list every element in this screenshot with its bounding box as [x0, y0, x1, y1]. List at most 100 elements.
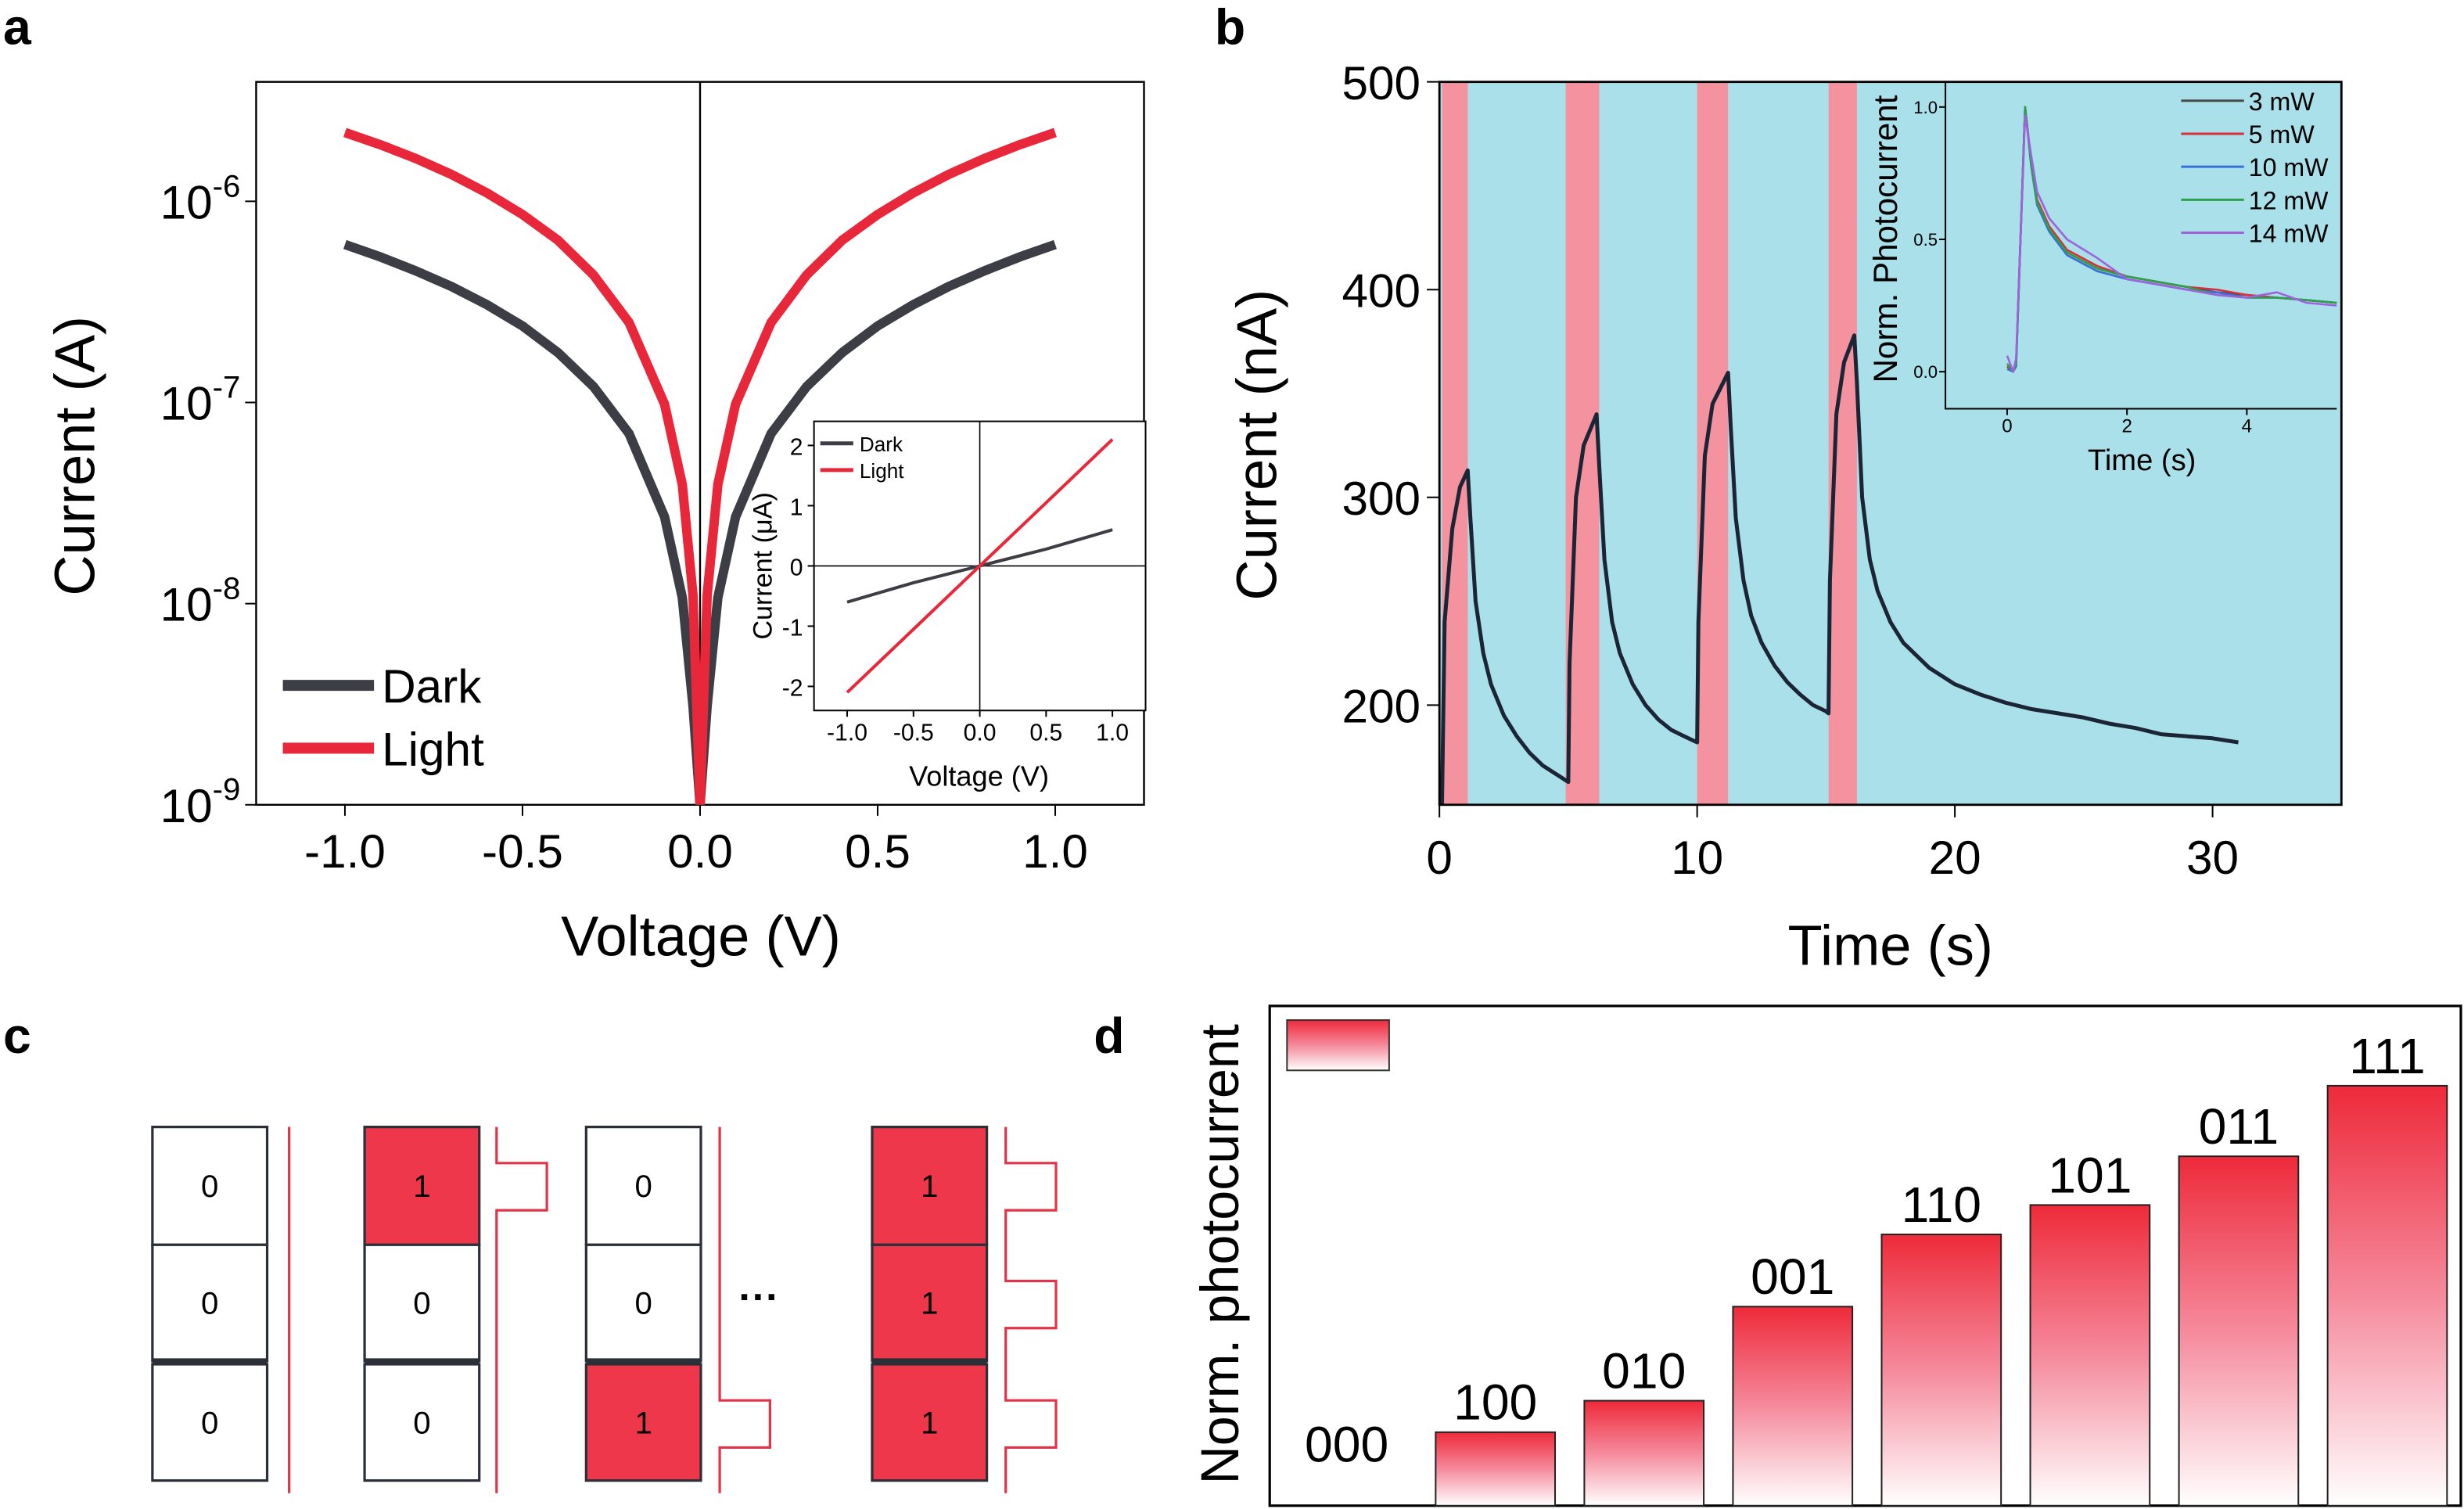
- register-column: 0 0 1: [584, 1126, 771, 1493]
- inset-x-tick-label: 4: [2242, 416, 2252, 437]
- bit-cell: [363, 1126, 481, 1246]
- x-tick-label: 0.5: [845, 825, 911, 878]
- y-axis-label: Norm. photocurrent: [1191, 1024, 1250, 1484]
- bar-label-010: 010: [1602, 1342, 1686, 1399]
- y-tick-exponent: -9: [213, 772, 241, 807]
- bit-value: 0: [201, 1405, 218, 1440]
- light-on-band: [1697, 81, 1729, 805]
- inset-y-tick-label: 0.5: [1913, 230, 1938, 250]
- inset-series-line: [2006, 113, 2337, 373]
- electrode-wire: [495, 1126, 548, 1493]
- x-tick-label: 1.0: [1022, 825, 1088, 878]
- inset-y-tick-label: -2: [782, 676, 803, 702]
- panel-label-a: a: [3, 0, 32, 55]
- y-tick-exponent: -6: [213, 168, 241, 203]
- y-tick-label: 400: [1342, 264, 1421, 317]
- bit-cell: [871, 1243, 989, 1363]
- inset-series-line-light: [846, 438, 1114, 694]
- inset-y-axis-label: Norm. Photocurrent: [1867, 95, 1904, 383]
- y-tick-label: 200: [1342, 679, 1421, 732]
- bit-value: 0: [413, 1405, 430, 1440]
- inset-x-axis-label: Time (s): [2088, 444, 2196, 477]
- bit-cell: [871, 1363, 989, 1482]
- inset-x-tick-label: 0: [2002, 416, 2012, 437]
- bit-value: 0: [201, 1286, 218, 1321]
- inset-x-tick-label: -1.0: [827, 720, 867, 746]
- bit-cell: [584, 1126, 702, 1246]
- inset-series-group: [2006, 106, 2337, 373]
- inset-legend-label-dark: Dark: [860, 433, 903, 456]
- y-tick-base: 10: [160, 779, 213, 832]
- electrode-wire: [1004, 1126, 1058, 1493]
- bar-101: [2029, 1204, 2151, 1507]
- inset-y-tick-label: 2: [790, 434, 803, 460]
- bar-label-011: 011: [2199, 1098, 2279, 1155]
- x-tick-label: 30: [2186, 831, 2239, 884]
- light-on-band: [1828, 81, 1857, 805]
- y-axis-label: Current (A): [45, 316, 107, 596]
- panel-label-b: b: [1215, 0, 1245, 55]
- inset-y-tick-label: 0.0: [1913, 362, 1938, 382]
- bit-cell: [151, 1363, 269, 1482]
- inset-axes: [1945, 81, 2337, 410]
- y-tick-base: 10: [160, 175, 213, 228]
- y-tick-label: 10-7: [160, 369, 241, 429]
- plot-frame: [1438, 81, 2343, 807]
- y-tick-exponent: -7: [213, 369, 241, 404]
- inset-legend-label: 14 mW: [2249, 220, 2329, 248]
- bit-value: 1: [413, 1169, 430, 1204]
- panel-c-diagram: 0 0 0 1 0 0 0 0 1 1 1 1 ···: [151, 1126, 1058, 1493]
- bit-value: 1: [921, 1405, 938, 1440]
- inset-legend-label: 12 mW: [2249, 186, 2329, 214]
- inset-y-tick-label: 0: [790, 555, 803, 580]
- inset-x-tick-label: 1.0: [1096, 720, 1129, 746]
- bar-label-101: 101: [2048, 1147, 2132, 1203]
- x-axis-label: Voltage (V): [561, 906, 841, 968]
- bar-011: [2178, 1155, 2300, 1507]
- bar-001: [1732, 1306, 1854, 1507]
- inset-x-tick-label: 2: [2121, 416, 2132, 437]
- x-axis-label: Time (s): [1788, 915, 1993, 978]
- register-column: 0 0 0: [151, 1126, 291, 1493]
- y-tick-label: 10-6: [160, 168, 241, 228]
- bit-value: 0: [634, 1286, 652, 1321]
- register-column: 1 0 0: [363, 1126, 548, 1493]
- bar-label-100: 100: [1453, 1374, 1537, 1431]
- bit-cell: [363, 1363, 481, 1482]
- inset-legend-label: 10 mW: [2249, 153, 2329, 181]
- x-tick-label: 0.0: [667, 825, 733, 878]
- bit-cell: [363, 1243, 481, 1363]
- x-tick-label: 10: [1671, 831, 1723, 884]
- y-tick-label: 10-9: [160, 772, 241, 832]
- inset-y-tick-label: -1: [782, 615, 803, 641]
- series-line-light: [343, 128, 1057, 805]
- bar-label-111: 111: [2349, 1028, 2426, 1084]
- series-group: [343, 128, 1057, 805]
- bit-cell: [151, 1243, 269, 1363]
- bit-value: 0: [201, 1169, 218, 1204]
- y-axis-label: Current (nA): [1226, 289, 1288, 601]
- panel-d-chart: 000 100 010 001 110 101 011 111 Norm. photocurre…: [1191, 1004, 2462, 1507]
- x-tick-label: 0: [1426, 831, 1453, 884]
- legend-label-dark: Dark: [382, 659, 482, 713]
- inset-y-tick-label: 1: [790, 494, 803, 520]
- legend-label-light: Light: [382, 723, 484, 776]
- y-tick-base: 10: [160, 578, 213, 631]
- bit-cell: [584, 1363, 702, 1482]
- x-tick-label: -1.0: [304, 825, 386, 878]
- inset-legend-label-light: Light: [860, 459, 904, 483]
- y-tick-label: 10-8: [160, 571, 241, 631]
- panel-a-chart: -1.0 -0.5 0.0 0.5 1.010-610-710-810-9DarkLig…: [45, 81, 1147, 968]
- inset-x-tick-label: -0.5: [893, 720, 934, 746]
- panel-label-d: d: [1094, 1008, 1124, 1064]
- inset-legend-label: 3 mW: [2249, 88, 2315, 116]
- series-line-dark: [343, 239, 1057, 805]
- ellipsis: ···: [738, 1275, 779, 1320]
- y-tick-label: 300: [1342, 472, 1421, 525]
- bit-value: 1: [921, 1286, 938, 1321]
- y-tick-base: 10: [160, 377, 213, 430]
- bar-111: [2326, 1084, 2448, 1507]
- x-tick-label: 20: [1929, 831, 1981, 884]
